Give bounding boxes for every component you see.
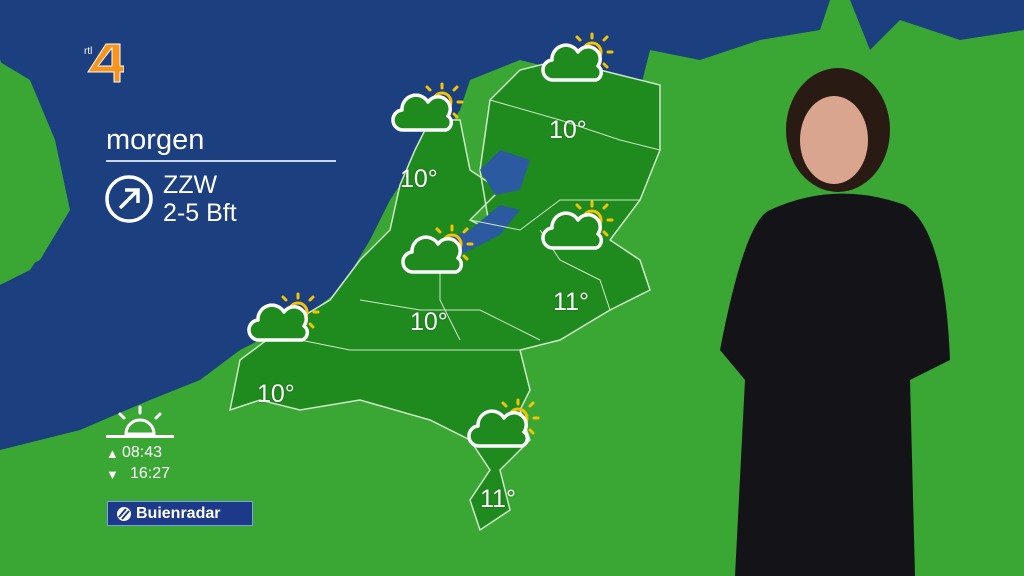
- sunrise-time: 08:43: [122, 444, 163, 461]
- sea: [0, 0, 830, 450]
- forecast-day-title: morgen: [106, 124, 205, 156]
- sea-right: [850, 0, 1024, 50]
- buienradar-logo-icon: [117, 506, 131, 521]
- temp-zeeland: 10°: [257, 380, 295, 408]
- temp-noord-holland: 10°: [400, 165, 438, 193]
- temp-utrecht: 10°: [410, 308, 448, 336]
- partly-cloudy-icon: [540, 30, 616, 86]
- wind-force: 2-5 Bft: [163, 199, 237, 227]
- sunrise-arrow-icon: ▲: [106, 446, 119, 461]
- wind-direction: ZZW: [163, 171, 218, 199]
- partly-cloudy-icon: [400, 222, 476, 278]
- sunset-arrow-icon: ▼: [106, 467, 119, 482]
- buienradar-badge: Buienradar: [107, 501, 253, 526]
- sponsor-label: Buienradar: [136, 504, 221, 522]
- partly-cloudy-icon: [540, 198, 616, 254]
- partly-cloudy-icon: [246, 290, 322, 346]
- wind-arrow-icon: [104, 174, 154, 224]
- netherlands: [229, 59, 661, 532]
- temp-overijssel: 11°: [553, 288, 589, 316]
- presenter: [720, 68, 950, 576]
- partly-cloudy-icon: [390, 80, 466, 136]
- rtl4-logo: rtl: [84, 42, 125, 84]
- sunset-time: 16:27: [130, 465, 171, 482]
- sunrise-icon: [106, 404, 174, 444]
- partly-cloudy-icon: [466, 396, 542, 452]
- temp-groningen: 10°: [549, 116, 587, 144]
- england: [0, 62, 70, 280]
- divider: [106, 160, 336, 162]
- temp-limburg: 11°: [480, 485, 516, 513]
- svg-text:rtl: rtl: [84, 46, 92, 57]
